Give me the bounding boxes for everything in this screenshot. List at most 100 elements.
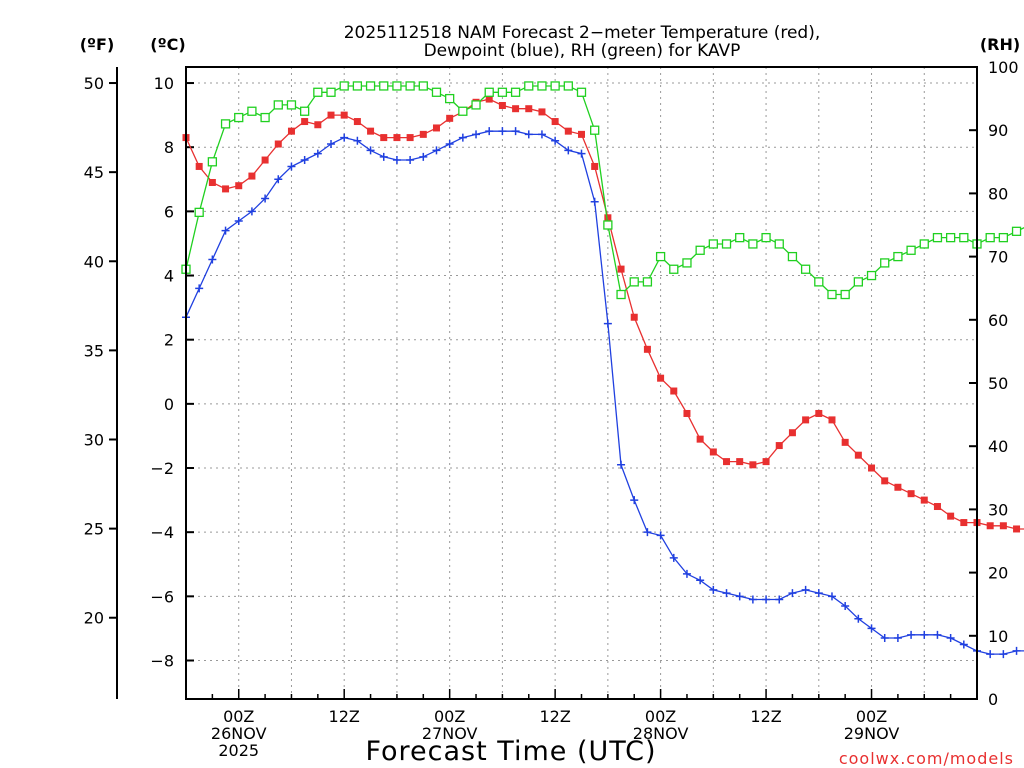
temperature-point [498,101,506,109]
temperature-point [432,124,440,132]
rh-point [431,87,442,97]
rh-point [458,106,468,116]
temperature-point [340,111,348,119]
temperature-point [604,214,612,222]
x-tick-label: 12Z [539,707,570,726]
dewpoint-point [603,319,612,328]
temperature-point [854,451,862,459]
x-tick-label: 26NOV [211,724,267,743]
rh-point [392,81,402,91]
rh-point [1011,226,1022,236]
dewpoint-point [432,146,441,155]
dewpoint-point [379,152,388,161]
dewpoint-point [551,136,560,145]
rh-point [471,100,481,110]
dewpoint-point [485,127,494,136]
dewpoint-line [185,130,1024,655]
rh-tick-label: 90 [988,121,1008,140]
rh-point [286,100,297,110]
temperature-point [367,127,375,135]
x-tick-label: 00Z [223,707,254,726]
rh-point [352,81,363,91]
chart-title-line-2: Dewpoint (blue), RH (green) for KAVP [424,41,741,61]
rh-tick-label: 80 [988,184,1008,203]
temperature-point [683,409,691,417]
dewpoint-point [696,576,705,585]
temperature-point [762,458,770,466]
celsius-tick-label: −6 [150,587,174,606]
rh-tick-label: 50 [988,374,1008,393]
dewpoint-point [959,640,968,649]
rh-tick-label: 0 [988,690,998,709]
dewpoint-point [933,630,942,639]
dewpoint-point [445,139,454,148]
temperature-point [657,374,665,382]
x-tick-label: 00Z [645,707,676,726]
dewpoint-point [274,175,283,184]
temperature-point [551,118,559,126]
dewpoint-point [419,152,428,161]
rh-point [524,81,534,91]
dewpoint-point [854,614,863,623]
chart-title-line-1: 2025112518 NAM Forecast 2−meter Temperat… [344,23,821,43]
rh-axis: 0 10 20 30 40 50 60 70 80 90 100 [969,58,1019,709]
plot-frame [185,66,978,700]
temperature-point [643,345,651,353]
temperature-point [195,162,203,170]
rh-point [418,81,428,91]
fahrenheit-tick-label: 25 [84,520,104,539]
rh-point [774,239,784,249]
x-tick-label: 29NOV [844,724,900,743]
fahrenheit-tick-label: 20 [84,609,104,628]
rh-point [787,251,798,262]
rh-point [695,245,705,255]
temperature-point [841,438,849,446]
temperature-point [327,111,335,119]
temperature-point [525,105,533,113]
rh-point [840,289,850,300]
temperature-point [670,387,678,395]
dewpoint-point [287,162,296,171]
temperature-point [894,483,902,491]
temperature-point [222,185,230,193]
fahrenheit-tick-label: 50 [84,74,104,93]
temperature-point [314,121,322,129]
dewpoint-point [801,585,810,594]
rh-tick-label: 10 [988,627,1008,646]
dewpoint-point [524,130,533,139]
celsius-tick-label: 2 [164,331,174,350]
dewpoint-point [656,531,665,540]
rh-point [682,258,692,268]
temperature-point [208,178,216,186]
x-tick-label: 2025 [218,741,259,760]
dewpoint-point [458,133,467,142]
x-tick-label: 12Z [329,707,360,726]
dewpoint-point [261,194,270,203]
temperature-point [815,409,823,417]
dewpoint-point [208,255,217,264]
temperature-point [393,134,401,142]
rh-point [880,258,890,268]
rh-point [207,157,218,167]
dewpoint-point [472,130,481,139]
rh-point [510,87,521,97]
celsius-tick-label: 8 [164,138,174,157]
fahrenheit-tick-label: 45 [84,163,104,182]
dewpoint-point [221,226,230,235]
fahrenheit-tick-label: 35 [84,341,104,360]
dewpoint-point [986,650,995,659]
celsius-tick-label: 10 [154,74,174,93]
rh-point [603,220,613,230]
temperature-point [406,134,414,142]
dewpoint-point [880,634,889,643]
temperature-point [736,458,744,466]
rh-tick-label: 20 [988,564,1008,583]
rh-point [735,232,745,243]
rh-point [405,81,415,91]
dewpoint-point [814,589,823,598]
dewpoint-point [564,146,573,155]
dewpoint-series [182,127,1024,659]
dewpoint-point [682,569,691,578]
dewpoint-point [867,624,876,633]
